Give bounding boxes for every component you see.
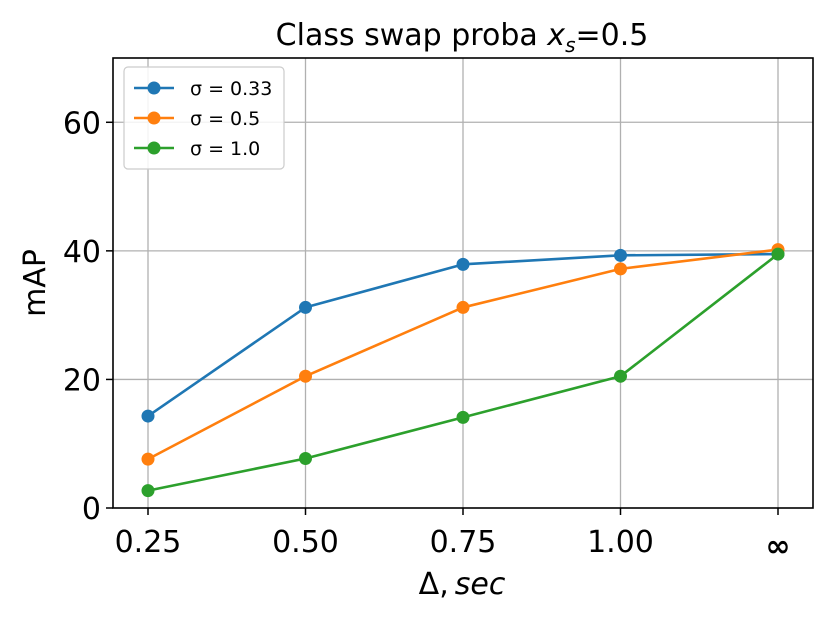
- x-tick-label: 0.50: [272, 525, 339, 560]
- y-tick-label: 20: [63, 363, 101, 398]
- series-layer: [141, 243, 785, 498]
- data-point: [614, 248, 627, 262]
- data-point: [614, 262, 627, 276]
- x-tick-label: 0.75: [430, 525, 497, 560]
- legend-label: σ = 1.0: [190, 138, 260, 160]
- series-1: [141, 247, 785, 423]
- data-point: [456, 257, 470, 271]
- data-point: [299, 452, 312, 465]
- data-point: [299, 300, 312, 314]
- y-tick-label: 0: [82, 492, 101, 527]
- chart-title: Class swap proba xs=0.5: [276, 18, 649, 57]
- y-tick-label: 60: [63, 106, 101, 141]
- series-3: [141, 247, 785, 498]
- legend-swatch-marker: [147, 141, 161, 155]
- y-axis-label: mAP: [18, 249, 53, 317]
- legend: σ = 0.33 σ = 0.5 σ = 1.0: [123, 66, 285, 170]
- y-tick-label: 40: [63, 235, 101, 270]
- x-tick-label: 1.00: [587, 525, 654, 560]
- x-tick-label: 0.25: [115, 525, 182, 560]
- legend-swatch-marker: [147, 111, 161, 125]
- legend-swatch-marker: [147, 81, 161, 95]
- data-point: [141, 409, 155, 423]
- data-point: [771, 247, 785, 261]
- data-point: [614, 369, 627, 383]
- legend-box: [123, 66, 285, 170]
- data-point: [456, 300, 470, 314]
- ticks: 0.25 0.50 0.75 1.00 ∞ 0 20 40 60: [63, 106, 791, 564]
- legend-label: σ = 0.33: [190, 78, 272, 100]
- x-axis-label: Δ, sec: [419, 567, 506, 602]
- legend-label: σ = 0.5: [190, 108, 260, 130]
- x-tick-label: ∞: [766, 529, 791, 564]
- data-point: [141, 484, 155, 498]
- data-point: [299, 369, 312, 383]
- grid: [113, 58, 813, 508]
- data-point: [456, 410, 470, 424]
- data-point: [141, 452, 155, 466]
